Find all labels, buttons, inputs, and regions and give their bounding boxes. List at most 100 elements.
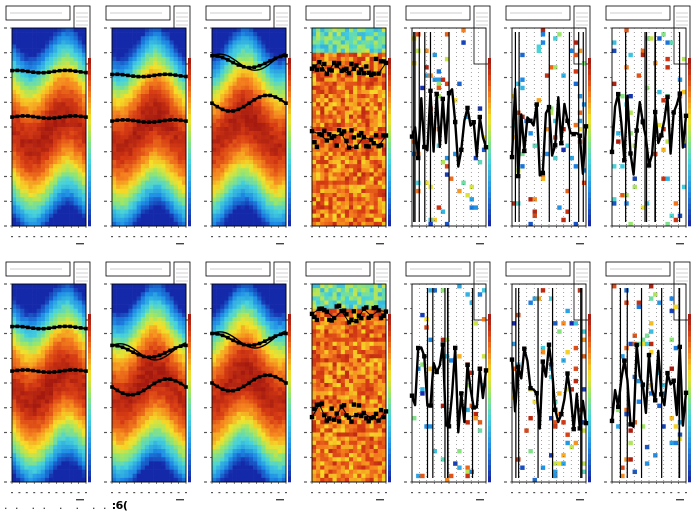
y-tick-label — [104, 151, 107, 153]
heatmap-cell — [40, 176, 46, 181]
heatmap-cell — [181, 102, 187, 107]
heatmap-cell — [169, 48, 174, 54]
heatmap-cell — [36, 56, 42, 62]
heatmap-cell — [149, 32, 154, 37]
heatmap-cell — [20, 118, 25, 124]
trace-marker — [10, 68, 14, 73]
heatmap-cell — [165, 48, 170, 54]
heatmap-cell — [40, 172, 46, 177]
heatmap-cell — [157, 114, 162, 120]
heatmap-cell — [112, 40, 117, 45]
x-tick-label — [140, 236, 143, 238]
heatmap-cell — [20, 81, 25, 87]
heatmap-cell — [373, 44, 379, 49]
heatmap-cell — [220, 155, 225, 161]
heatmap-cell — [224, 114, 229, 120]
heatmap-cell — [36, 217, 42, 223]
heatmap-cell — [81, 168, 87, 173]
heatmap-cell — [228, 110, 233, 115]
heatmap-cell — [349, 197, 354, 202]
colorbar-cell — [588, 114, 591, 120]
trace-marker — [57, 115, 62, 120]
heatmap-cell — [61, 354, 66, 359]
x-tick-label — [385, 236, 387, 238]
heatmap-cell — [73, 209, 79, 214]
heatmap-cell — [73, 395, 79, 400]
heatmap-cell — [169, 40, 174, 45]
heatmap-cell — [169, 28, 174, 33]
heatmap-cell — [173, 197, 179, 202]
heatmap-cell — [349, 56, 354, 62]
heatmap-cell — [324, 147, 329, 153]
heatmap-cell — [381, 197, 387, 202]
heatmap-cell — [165, 168, 170, 173]
heatmap-cell — [349, 73, 354, 78]
heatmap-cell — [216, 81, 221, 87]
heatmap-cell — [312, 28, 317, 33]
heatmap-cell — [281, 56, 287, 62]
colorbar-cell — [688, 203, 691, 210]
heatmap-cell — [377, 193, 383, 198]
heatmap-cell — [173, 184, 179, 190]
heatmap-cell — [77, 151, 83, 157]
heatmap-cell — [344, 217, 350, 223]
heatmap-cell — [28, 312, 33, 318]
heatmap-cell — [365, 94, 370, 99]
heatmap-cell — [49, 106, 54, 111]
colorbar-cell — [288, 147, 291, 154]
heatmap-cell — [173, 122, 179, 128]
heatmap-cell — [44, 308, 50, 314]
heatmap-cell — [12, 118, 17, 124]
heatmap-cell — [69, 184, 74, 190]
heatmap-cell — [36, 312, 42, 318]
heatmap-cell — [16, 333, 21, 338]
trace-marker — [168, 118, 172, 122]
heatmap-cell — [353, 193, 358, 198]
colorbar-cell — [688, 181, 691, 188]
heatmap-cell — [369, 201, 374, 206]
heatmap-cell — [140, 89, 146, 95]
heatmap-cell — [57, 197, 62, 202]
heatmap-cell — [32, 378, 37, 384]
heatmap-cell — [224, 32, 229, 37]
heatmap-cell — [16, 52, 21, 58]
colorbar-cell — [688, 170, 691, 176]
heatmap-cell — [32, 217, 37, 223]
heatmap-cell — [244, 155, 250, 161]
heatmap-cell — [177, 48, 183, 54]
colorbar-cell — [588, 130, 591, 137]
heatmap-cell — [124, 221, 129, 227]
heatmap-cell — [32, 391, 37, 396]
heatmap-cell — [128, 48, 133, 54]
heatmap-cell — [144, 32, 150, 37]
heatmap-cell — [157, 164, 162, 169]
heatmap-cell — [57, 312, 62, 318]
heatmap-cell — [277, 180, 283, 186]
heatmap-cell — [236, 69, 242, 74]
heatmap-cell — [361, 188, 366, 194]
heatmap-cell — [440, 77, 446, 82]
heatmap-cell — [340, 205, 346, 210]
heatmap-cell — [628, 131, 633, 136]
heatmap-cell — [28, 345, 33, 351]
heatmap-cell — [20, 288, 25, 293]
heatmap-cell — [312, 188, 317, 194]
heatmap-cell — [36, 180, 42, 186]
heatmap-cell — [112, 143, 117, 148]
heatmap-cell — [232, 188, 237, 194]
heatmap-cell — [277, 213, 283, 219]
heatmap-cell — [249, 143, 254, 148]
heatmap-cell — [24, 284, 29, 289]
heatmap-cell — [16, 56, 21, 62]
heatmap-cell — [28, 193, 33, 198]
heatmap-cell — [49, 209, 54, 214]
heatmap-cell — [28, 201, 33, 206]
heatmap-cell — [444, 221, 450, 227]
heatmap-cell — [157, 61, 162, 66]
heatmap-cell — [277, 36, 283, 41]
heatmap-cell — [157, 94, 162, 99]
heatmap-cell — [128, 209, 133, 214]
heatmap-cell — [112, 65, 117, 70]
heatmap-cell — [65, 221, 70, 227]
heatmap-cell — [12, 221, 17, 227]
